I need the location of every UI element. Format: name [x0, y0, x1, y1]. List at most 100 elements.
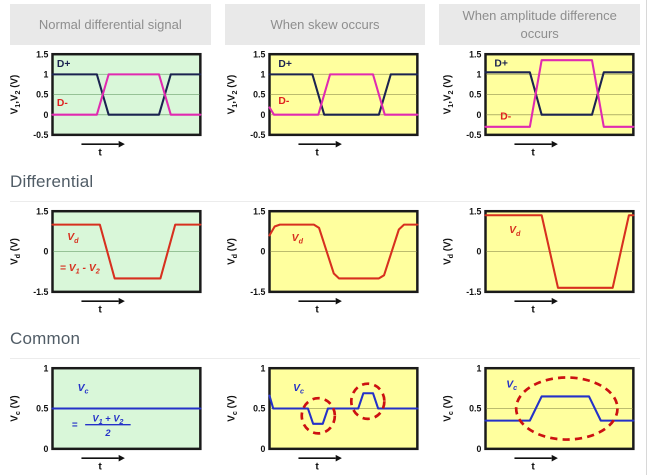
y-tick-label: 0.5 — [36, 403, 48, 413]
vc-label: Vc — [78, 382, 89, 395]
y-axis-label: V1,V2 (V) — [443, 75, 456, 115]
y-axis-label: V1,V2 (V) — [9, 75, 22, 115]
waveform-panel-common-skew: 1 0.5 0 Vc (V) Vc t — [224, 362, 427, 475]
y-tick-label: 0 — [43, 110, 48, 120]
time-axis-arrow: t — [514, 454, 559, 472]
y-tick-label: 0 — [260, 246, 265, 256]
waveform-chart-common-amplitude: 1 0.5 0 Vc (V) Vc t — [443, 363, 635, 472]
input-signals-row: 1.5 1 0.5 0 -0.5 V1,V2 (V) D+ D-t 1.5 1 0.5 0 -0.5 V1… — [0, 45, 650, 162]
y-tick-label: 0 — [477, 110, 482, 120]
vd-formula: = V1 - V2 — [60, 263, 100, 276]
y-tick-label: -1.5 — [33, 287, 48, 297]
svg-text:=: = — [72, 419, 78, 430]
scrollbar-track[interactable] — [646, 0, 647, 475]
waveform-panel-input-skew: 1.5 1 0.5 0 -0.5 V1,V2 (V) D+ D-t — [224, 48, 427, 162]
waveform-chart-input-normal: 1.5 1 0.5 0 -0.5 V1,V2 (V) D+ D-t — [9, 49, 202, 159]
x-axis-label: t — [315, 148, 319, 159]
column-headers: Normal differential signal When skew occ… — [0, 0, 650, 46]
x-axis-label: t — [532, 461, 536, 472]
waveform-chart-input-skew: 1.5 1 0.5 0 -0.5 V1,V2 (V) D+ D-t — [226, 49, 419, 159]
waveform-chart-differential-amplitude: 1.5 0 -1.5 Vd (V) Vd t — [443, 206, 635, 315]
x-axis-label: t — [98, 148, 102, 159]
waveform-panel-input-normal: 1.5 1 0.5 0 -0.5 V1,V2 (V) D+ D-t — [7, 48, 210, 162]
y-tick-label: 0 — [477, 444, 482, 454]
time-axis-arrow: t — [81, 140, 125, 159]
y-axis-label: Vd (V) — [226, 238, 239, 265]
column-header-label: When skew occurs — [270, 16, 380, 32]
y-tick-label: 0.5 — [470, 90, 482, 100]
trace-Vd — [51, 223, 202, 280]
y-axis-label: V1,V2 (V) — [226, 75, 239, 115]
trace-D- — [268, 73, 419, 116]
y-tick-label: 0.5 — [253, 403, 265, 413]
y-tick-label: 1 — [260, 363, 265, 373]
waveform-panel-input-amplitude: 1.5 1 0.5 0 -0.5 V1,V2 (V) D+ D-t — [440, 48, 643, 162]
dplus-label: D+ — [57, 59, 71, 70]
section-title-common: Common — [10, 328, 81, 348]
trace-D+ — [484, 71, 635, 116]
column-header-amplitude: When amplitude difference occurs — [439, 4, 640, 46]
section-title-differential: Differential — [10, 171, 94, 191]
y-tick-label: 1 — [477, 363, 482, 373]
svg-text:V1 + V2: V1 + V2 — [92, 413, 123, 426]
y-tick-label: 1 — [43, 363, 48, 373]
common-signals-row: 1 0.5 0 Vc (V) Vc = V1 + V2 2 t 1 0.5 0 Vc (V) Vc t 1 0.… — [0, 359, 650, 475]
x-axis-label: t — [532, 148, 536, 159]
y-tick-label: 0.5 — [470, 403, 482, 413]
waveform-chart-common-normal: 1 0.5 0 Vc (V) Vc = V1 + V2 2 t — [9, 363, 202, 472]
dplus-label: D+ — [495, 58, 509, 69]
y-axis-label: Vd (V) — [443, 238, 456, 265]
y-tick-label: 0.5 — [253, 90, 265, 100]
y-tick-label: 0 — [260, 110, 265, 120]
vd-label: Vd — [291, 233, 303, 246]
vc-label: Vc — [293, 382, 304, 395]
y-tick-label: 0 — [477, 246, 482, 256]
y-axis-label: Vd (V) — [9, 238, 22, 265]
svg-text:2: 2 — [104, 428, 111, 438]
y-tick-label: 1 — [477, 70, 482, 80]
time-axis-arrow: t — [298, 297, 342, 315]
trace-Vc — [268, 391, 419, 425]
y-tick-label: -1.5 — [250, 287, 265, 297]
trace-Vd — [268, 223, 419, 280]
waveform-panel-differential-amplitude: 1.5 0 -1.5 Vd (V) Vd t — [440, 205, 643, 319]
x-axis-label: t — [98, 461, 102, 472]
y-tick-label: 0 — [43, 246, 48, 256]
waveform-chart-differential-normal: 1.5 0 -1.5 Vd (V) Vd = V1 - V2 t — [9, 206, 202, 315]
vd-label: Vd — [67, 232, 79, 245]
trace-D- — [51, 73, 202, 116]
y-tick-label: 1.5 — [253, 49, 265, 59]
y-axis-label: Vc (V) — [226, 395, 239, 421]
y-tick-label: 1.5 — [470, 206, 482, 216]
y-tick-label: 1.5 — [36, 49, 48, 59]
y-tick-label: 1 — [43, 70, 48, 80]
y-tick-label: 0.5 — [36, 90, 48, 100]
time-axis-arrow: t — [298, 140, 342, 159]
waveform-panel-common-amplitude: 1 0.5 0 Vc (V) Vc t — [440, 362, 643, 475]
waveform-panel-differential-skew: 1.5 0 -1.5 Vd (V) Vd t — [224, 205, 427, 319]
dminus-label: D- — [57, 98, 68, 109]
y-tick-label: -0.5 — [33, 130, 48, 140]
waveform-chart-input-amplitude: 1.5 1 0.5 0 -0.5 V1,V2 (V) D+ D-t — [443, 49, 635, 159]
y-axis-label: Vc (V) — [9, 395, 22, 421]
time-axis-arrow: t — [81, 454, 125, 472]
dminus-label: D- — [278, 96, 289, 107]
trace-D- — [484, 59, 635, 128]
section-divider — [10, 357, 640, 359]
vc-formula: = V1 + V2 2 — [72, 413, 131, 438]
section-common: Common — [0, 319, 650, 359]
waveform-chart-differential-skew: 1.5 0 -1.5 Vd (V) Vd t — [226, 206, 419, 315]
x-axis-label: t — [315, 304, 319, 315]
section-divider — [10, 200, 640, 202]
x-axis-label: t — [532, 304, 536, 315]
time-axis-arrow: t — [514, 297, 559, 315]
column-header-skew: When skew occurs — [224, 4, 426, 46]
y-axis-label: Vc (V) — [443, 395, 456, 421]
x-axis-label: t — [315, 461, 319, 472]
anomaly-highlight-ellipse — [349, 381, 386, 420]
waveform-panel-differential-normal: 1.5 0 -1.5 Vd (V) Vd = V1 - V2 t — [7, 205, 210, 319]
y-tick-label: 0 — [43, 444, 48, 454]
vc-label: Vc — [507, 379, 518, 392]
dminus-label: D- — [501, 112, 512, 123]
